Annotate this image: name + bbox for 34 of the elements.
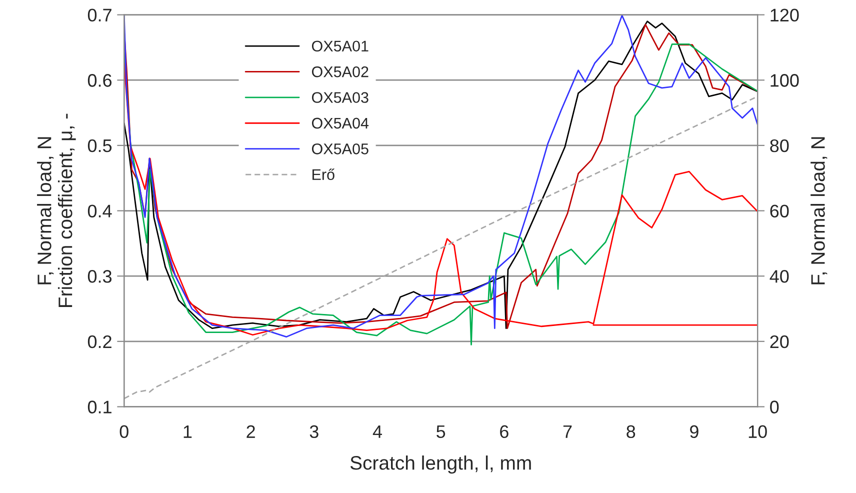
x-tick-label: 10 (748, 425, 767, 438)
legend-label: OX5A04 (312, 118, 369, 129)
y-tick-label: 0.1 (88, 400, 112, 414)
y2-tick-label: 80 (770, 139, 789, 152)
y2-tick-label: 120 (770, 8, 799, 22)
x-tick-label: 8 (626, 425, 636, 438)
x-axis-title: Scratch length, l, mm (350, 456, 531, 474)
x-tick-label: 7 (563, 425, 572, 438)
y-axis-title: F, Normal load, N Friction coefficient, μ, - (37, 114, 76, 307)
y2-tick-label: 20 (770, 335, 789, 348)
legend-label: OX5A02 (312, 66, 368, 78)
y2-tick-label: 100 (770, 74, 799, 87)
x-tick-label: 0 (120, 425, 128, 438)
y-tick-label: 0.4 (88, 204, 112, 218)
y2-tick-label: 40 (770, 270, 789, 283)
x-tick-label: 6 (500, 425, 508, 438)
x-tick-label: 2 (246, 425, 255, 438)
y-tick-label: 0.3 (88, 270, 112, 283)
y2-tick-label: 0 (770, 400, 779, 414)
y2-axis-title: F, Normal load, N (810, 137, 828, 284)
y-tick-label: 0.5 (88, 139, 112, 152)
x-tick-label: 5 (436, 425, 446, 438)
x-tick-label: 1 (184, 425, 192, 438)
x-tick-label: 4 (372, 425, 382, 438)
x-tick-label: 9 (690, 425, 698, 438)
y-tick-label: 0.7 (88, 8, 112, 22)
y2-tick-label: 60 (770, 204, 789, 218)
legend-label: Erő (312, 168, 334, 180)
x-tick-label: 3 (310, 425, 318, 438)
legend-label: OX5A01 (312, 40, 368, 52)
legend-label: OX5A03 (312, 92, 368, 103)
y-tick-label: 0.2 (88, 335, 112, 348)
legend-label: OX5A05 (312, 144, 368, 154)
y-tick-label: 0.6 (88, 74, 112, 87)
